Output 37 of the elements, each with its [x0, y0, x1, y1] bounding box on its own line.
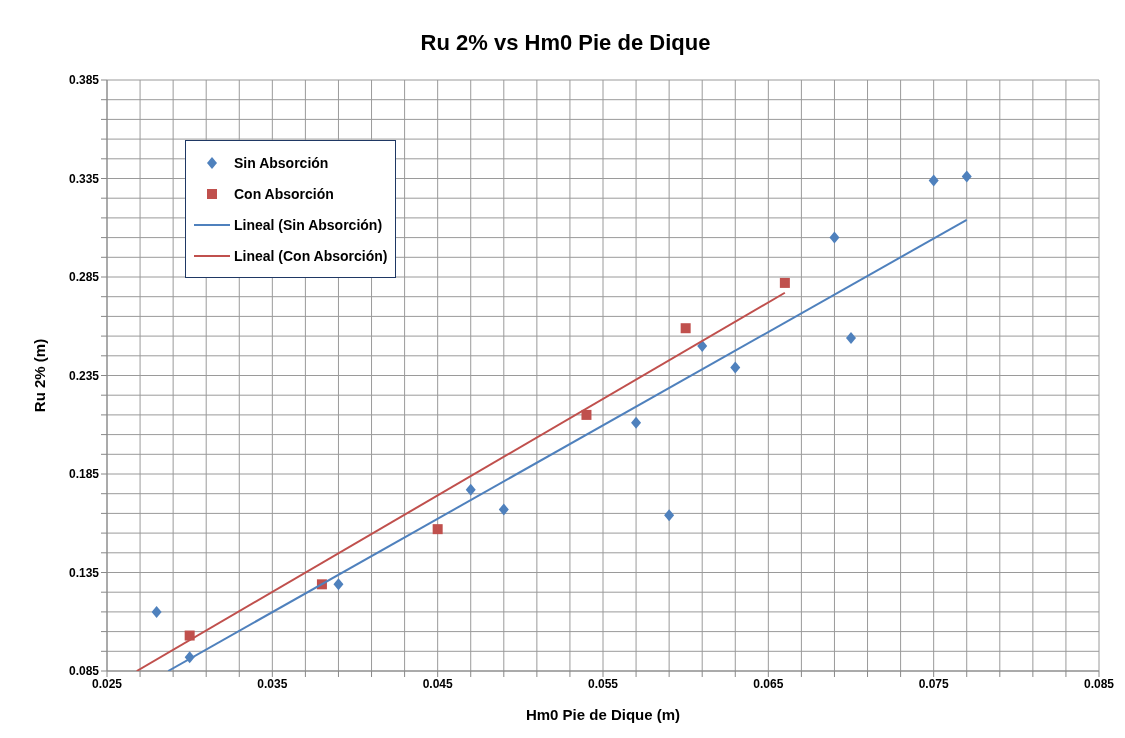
- y-tick-label: 0.085: [68, 664, 100, 679]
- point: [151, 605, 162, 618]
- point: [581, 409, 592, 420]
- y-tick-label: 0.235: [68, 368, 100, 383]
- y-tick-label: 0.385: [68, 73, 100, 88]
- point: [498, 503, 509, 516]
- point: [730, 361, 741, 374]
- x-tick-label: 0.075: [918, 676, 950, 691]
- point: [631, 416, 642, 429]
- point: [664, 509, 675, 522]
- legend-label: Lineal (Con Absorción): [234, 247, 388, 264]
- x-tick-label: 0.055: [587, 676, 619, 691]
- legend-label: Lineal (Sin Absorción): [234, 216, 383, 233]
- y-tick-label: 0.285: [68, 270, 100, 285]
- legend-label: Con Absorción: [234, 185, 334, 202]
- point: [961, 170, 972, 183]
- chart-title: Ru 2% vs Hm0 Pie de Dique: [419, 30, 712, 56]
- point: [465, 483, 476, 496]
- y-tick-label: 0.135: [68, 565, 100, 580]
- point: [846, 332, 856, 345]
- point: [697, 339, 708, 352]
- y-tick-label: 0.185: [68, 467, 100, 482]
- point: [928, 174, 939, 187]
- legend-label: Sin Absorción: [234, 154, 329, 171]
- point: [333, 578, 344, 591]
- x-axis-title: Hm0 Pie de Dique (m): [525, 705, 681, 723]
- x-tick-label: 0.065: [753, 676, 784, 691]
- point: [432, 524, 443, 535]
- y-axis-title: Ru 2% (m): [31, 338, 49, 413]
- point: [779, 277, 790, 288]
- y-tick-label: 0.335: [68, 171, 100, 186]
- x-tick-label: 0.025: [91, 676, 123, 691]
- x-tick-label: 0.085: [1083, 676, 1115, 691]
- point: [829, 231, 840, 244]
- point: [680, 323, 691, 334]
- x-tick-label: 0.035: [257, 676, 288, 691]
- x-tick-label: 0.045: [422, 676, 454, 691]
